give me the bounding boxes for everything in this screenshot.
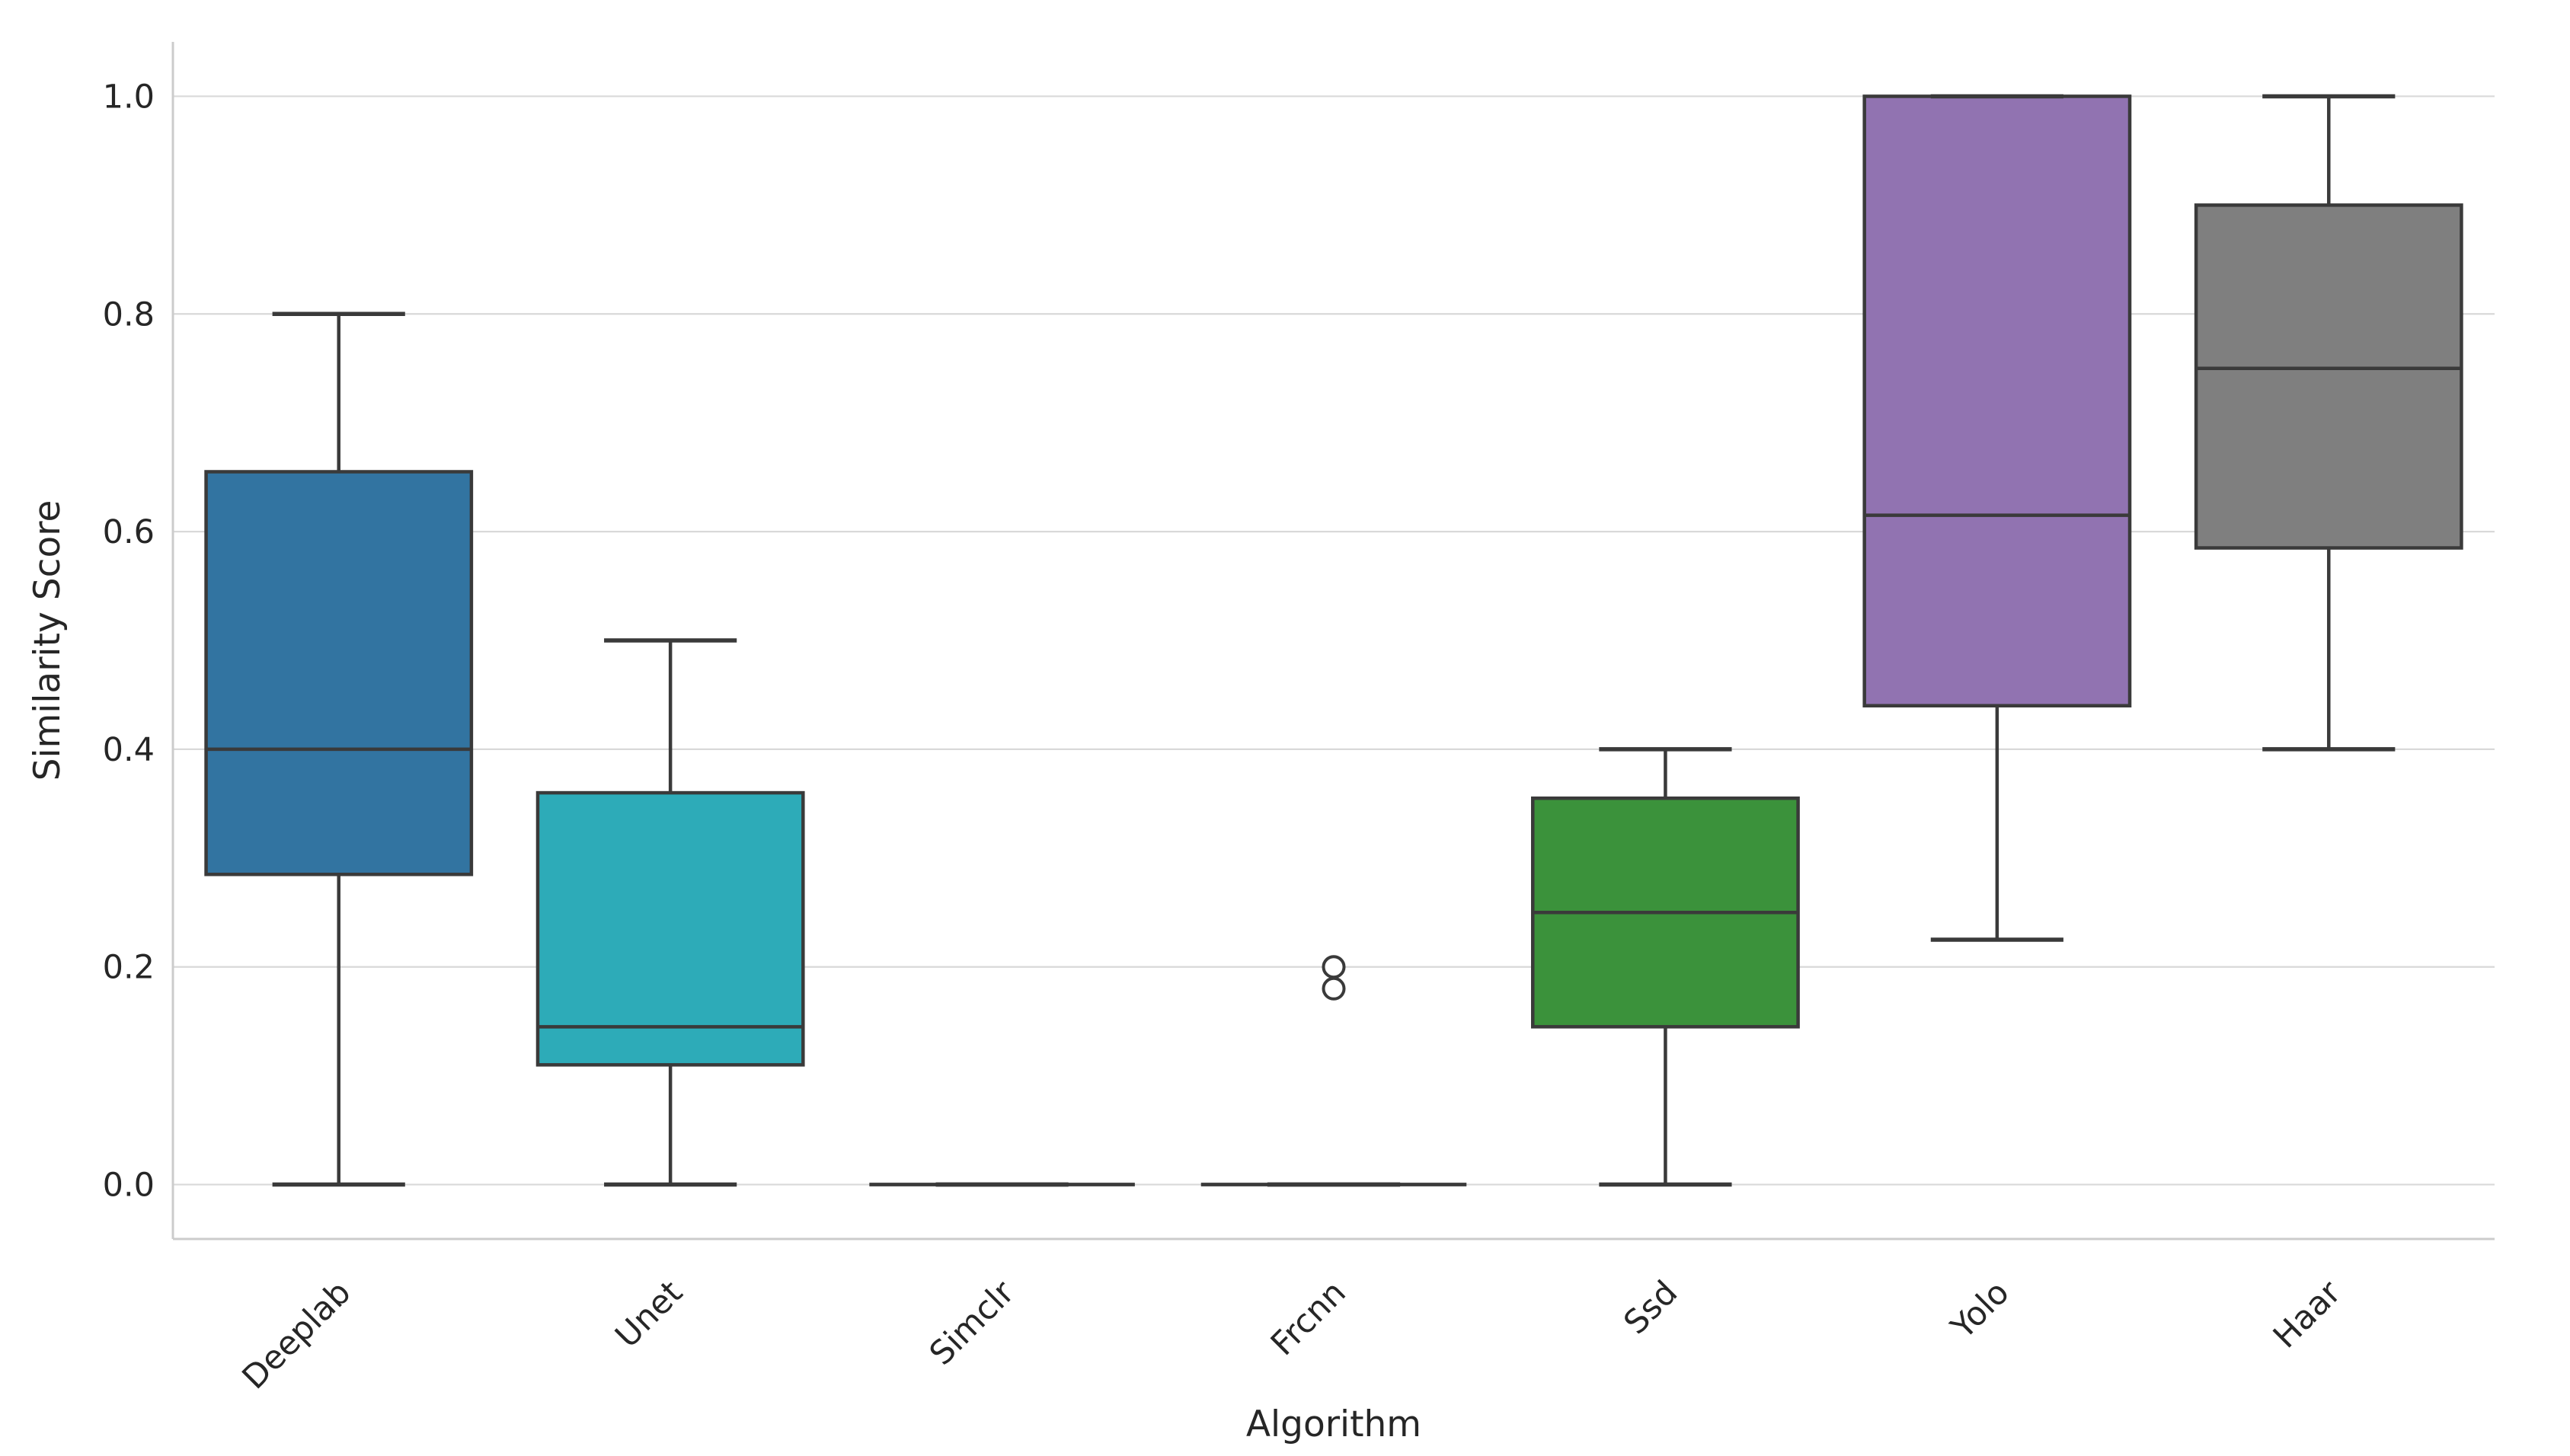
- outlier-frcnn-1: [1322, 976, 1346, 1001]
- box-yolo: [1862, 94, 2132, 707]
- y-tick-label-0.2: 0.2: [103, 949, 155, 987]
- box-deeplab: [204, 470, 474, 876]
- x-tick-label-haar: Haar: [2266, 1273, 2348, 1355]
- y-tick-label-1.0: 1.0: [103, 78, 155, 116]
- spine-layer: [171, 42, 2495, 1240]
- y-tick-label-0.8: 0.8: [103, 295, 155, 334]
- y-tick-label-0.4: 0.4: [103, 731, 155, 769]
- x-tick-label-yolo: Yolo: [1943, 1273, 2016, 1346]
- x-tick-label-frcnn: Frcnn: [1264, 1273, 1354, 1363]
- x-tick-label-simclr: Simclr: [922, 1273, 1022, 1373]
- y-axis-label: Similarity Score: [27, 500, 69, 781]
- box-haar: [2194, 203, 2463, 550]
- x-axis-label: Algorithm: [1246, 1403, 1421, 1445]
- x-tick-label-deeplab: Deeplab: [235, 1273, 359, 1397]
- outlier-frcnn-0: [1322, 955, 1346, 979]
- x-tick-label-ssd: Ssd: [1616, 1273, 1685, 1342]
- y-tick-label-0.0: 0.0: [103, 1167, 155, 1205]
- y-tick-label-0.6: 0.6: [103, 513, 155, 551]
- grid-layer: [173, 95, 2495, 1186]
- box-unet: [535, 790, 805, 1067]
- box-layer: [204, 94, 2463, 1187]
- x-tick-label-unet: Unet: [608, 1273, 690, 1355]
